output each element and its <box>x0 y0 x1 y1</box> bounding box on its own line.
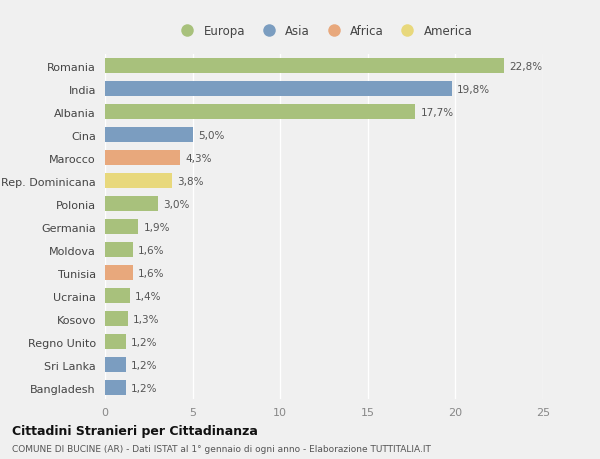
Bar <box>105 381 126 395</box>
Text: COMUNE DI BUCINE (AR) - Dati ISTAT al 1° gennaio di ogni anno - Elaborazione TUT: COMUNE DI BUCINE (AR) - Dati ISTAT al 1°… <box>12 444 431 453</box>
Bar <box>105 128 193 143</box>
Bar <box>105 335 126 349</box>
Text: 17,7%: 17,7% <box>421 107 454 118</box>
Text: 19,8%: 19,8% <box>457 84 490 95</box>
Text: Cittadini Stranieri per Cittadinanza: Cittadini Stranieri per Cittadinanza <box>12 425 258 437</box>
Text: 1,9%: 1,9% <box>143 222 170 232</box>
Text: 1,2%: 1,2% <box>131 383 158 393</box>
Bar <box>105 105 415 120</box>
Bar <box>105 82 452 97</box>
Text: 1,6%: 1,6% <box>138 268 165 278</box>
Bar <box>105 266 133 280</box>
Bar <box>105 243 133 257</box>
Bar <box>105 197 158 212</box>
Text: 1,4%: 1,4% <box>135 291 161 301</box>
Bar <box>105 59 505 74</box>
Text: 1,2%: 1,2% <box>131 337 158 347</box>
Bar <box>105 220 138 235</box>
Text: 4,3%: 4,3% <box>185 153 212 163</box>
Bar <box>105 358 126 372</box>
Bar <box>105 289 130 303</box>
Legend: Europa, Asia, Africa, America: Europa, Asia, Africa, America <box>170 20 478 42</box>
Text: 1,3%: 1,3% <box>133 314 160 324</box>
Bar <box>105 174 172 189</box>
Text: 22,8%: 22,8% <box>510 62 543 72</box>
Text: 3,8%: 3,8% <box>177 176 203 186</box>
Text: 1,6%: 1,6% <box>138 245 165 255</box>
Bar <box>105 312 128 326</box>
Text: 5,0%: 5,0% <box>198 130 224 140</box>
Bar <box>105 151 181 166</box>
Text: 3,0%: 3,0% <box>163 199 189 209</box>
Text: 1,2%: 1,2% <box>131 360 158 370</box>
